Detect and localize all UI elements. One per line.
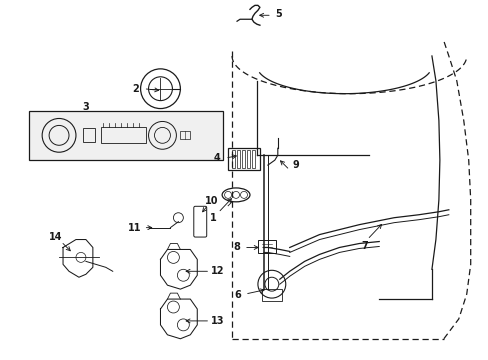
Text: 10: 10	[205, 196, 219, 206]
Bar	[237, 150, 240, 168]
Text: 8: 8	[233, 243, 240, 252]
Text: 13: 13	[211, 316, 224, 326]
Text: 14: 14	[49, 231, 62, 242]
Bar	[242, 150, 244, 168]
Text: 5: 5	[275, 9, 282, 19]
Bar	[257, 239, 275, 253]
Text: 3: 3	[82, 102, 89, 112]
Text: 9: 9	[292, 160, 299, 170]
Bar	[227, 148, 260, 170]
Bar	[83, 129, 95, 142]
Bar	[232, 150, 235, 168]
Bar	[262, 289, 281, 301]
Text: 11: 11	[128, 222, 141, 233]
Bar	[29, 111, 223, 160]
Text: 4: 4	[213, 153, 220, 163]
Bar	[101, 127, 145, 143]
Text: 6: 6	[234, 290, 241, 300]
Bar	[246, 150, 249, 168]
Text: 2: 2	[132, 84, 139, 94]
Text: 7: 7	[360, 242, 367, 252]
Text: 12: 12	[211, 266, 224, 276]
Bar	[180, 131, 190, 139]
Text: 1: 1	[209, 213, 216, 223]
Bar	[251, 150, 254, 168]
